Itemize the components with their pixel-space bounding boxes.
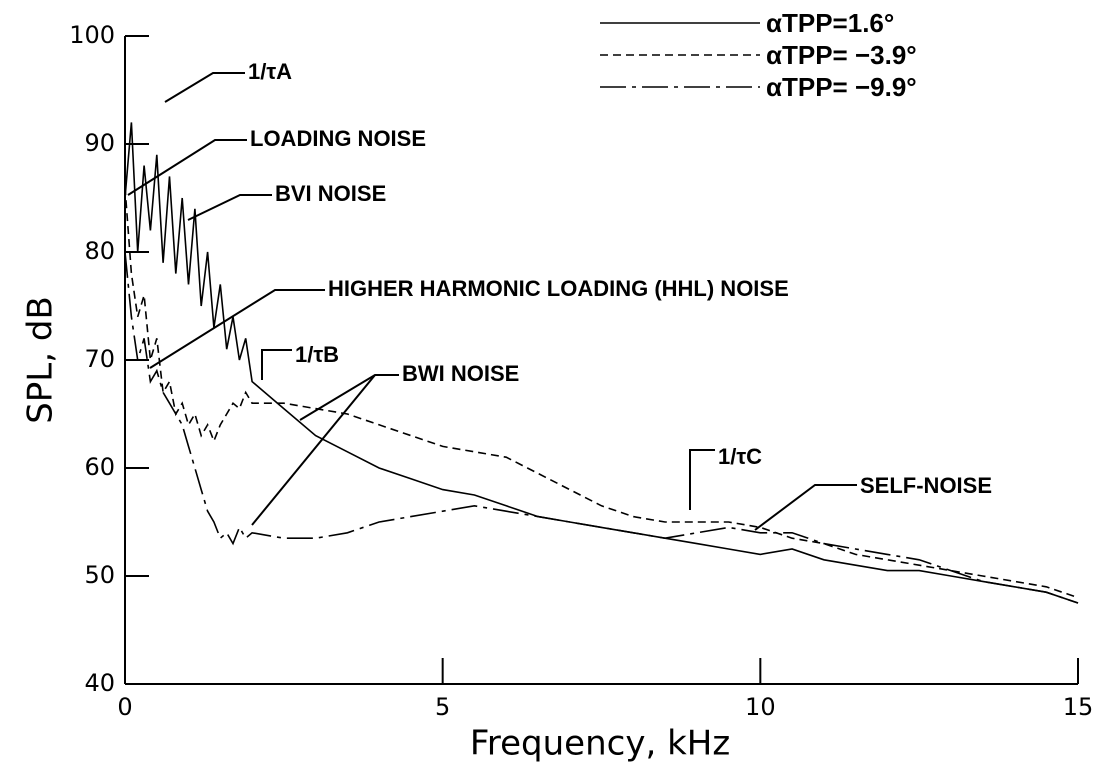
- legend-label: αTPP=1.6°: [766, 8, 894, 38]
- annotation: 1/τC: [718, 444, 762, 469]
- x-tick-label: 5: [435, 693, 450, 721]
- annotation: SELF-NOISE: [860, 473, 992, 498]
- y-tick-label: 80: [84, 237, 115, 265]
- x-axis-label: Frequency, kHz: [470, 724, 730, 764]
- leader-line: [689, 449, 715, 510]
- annotation: HIGHER HARMONIC LOADING (HHL) NOISE: [328, 276, 789, 301]
- y-axis-label: SPL, dB: [21, 296, 61, 424]
- leader-line: [187, 194, 272, 221]
- y-tick-label: 60: [84, 453, 115, 481]
- legend-label: αTPP= −3.9°: [766, 40, 917, 70]
- annotation: LOADING NOISE: [250, 126, 426, 151]
- series-line: [124, 251, 1079, 604]
- annotation: BWI NOISE: [402, 361, 519, 386]
- x-tick-label: 0: [117, 693, 132, 721]
- legend-label: αTPP= −9.9°: [766, 72, 917, 102]
- leader-line: [149, 289, 325, 369]
- leader-line: [164, 72, 245, 103]
- leader-line: [754, 484, 857, 531]
- annotation: 1/τA: [248, 59, 292, 84]
- leader-line: [251, 374, 376, 526]
- y-tick-label: 50: [84, 561, 115, 589]
- y-tick-label: 90: [84, 129, 115, 157]
- leader-line: [261, 349, 292, 380]
- leader-line: [299, 374, 399, 421]
- y-tick-label: 70: [84, 345, 115, 373]
- x-tick-label: 10: [745, 693, 776, 721]
- x-tick-label: 15: [1063, 693, 1094, 721]
- y-tick-label: 100: [69, 21, 115, 49]
- series-line: [124, 122, 1079, 604]
- annotation: BVI NOISE: [275, 181, 386, 206]
- series-line: [124, 187, 1079, 599]
- annotation: 1/τB: [295, 342, 339, 367]
- y-tick-label: 40: [84, 669, 115, 697]
- leader-line: [127, 139, 247, 196]
